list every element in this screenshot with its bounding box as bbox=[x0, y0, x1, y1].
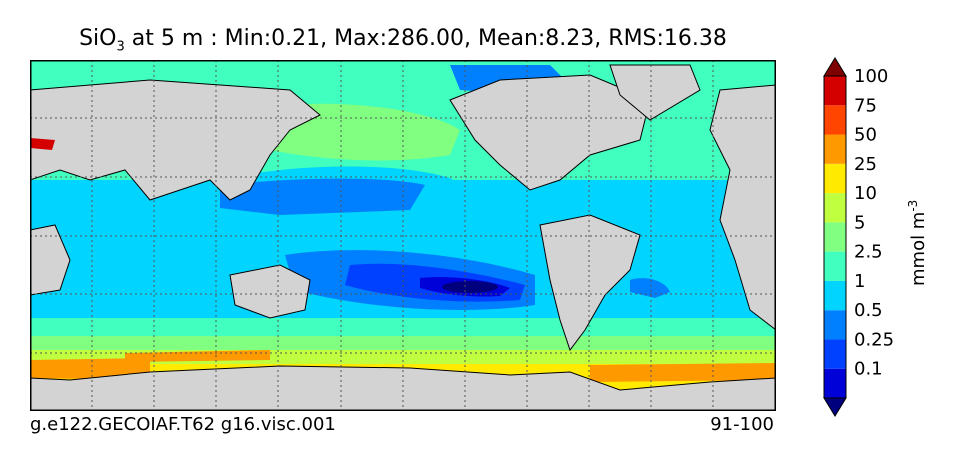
land-australia bbox=[229, 264, 311, 319]
colorbar-tick-label: 2.5 bbox=[854, 242, 883, 263]
land-red-inset bbox=[30, 138, 55, 150]
unit-text: mmol m bbox=[908, 211, 929, 286]
colorbar-swatches bbox=[823, 57, 847, 417]
contour-pacific-min bbox=[442, 281, 498, 293]
colorbar: 0.1 0.25 0.5 1 2.5 5 10 25 50 75 100 125 bbox=[823, 54, 894, 417]
title-variable: SiO bbox=[79, 26, 117, 51]
colorbar-swatch bbox=[824, 339, 846, 369]
colorbar-tick-label: 25 bbox=[854, 154, 877, 175]
colorbar-swatch bbox=[824, 222, 846, 252]
map-gridlines bbox=[30, 60, 776, 411]
ocean-band-south-2 bbox=[30, 336, 776, 352]
land-africa-west bbox=[30, 224, 71, 296]
title-stats: at 5 m : Min:0.21, Max:286.00, Mean:8.23… bbox=[124, 26, 727, 51]
colorbar-tick-label: 125 bbox=[854, 54, 888, 58]
colorbar-tick-label: 10 bbox=[854, 183, 877, 204]
land-north-america bbox=[449, 74, 651, 191]
colorbar-swatch bbox=[824, 105, 846, 135]
colorbar-unit-label: mmol m-3 bbox=[906, 200, 929, 286]
colorbar-swatch bbox=[824, 163, 846, 194]
colorbar-swatch bbox=[824, 134, 846, 164]
colorbar-tick-label: 75 bbox=[854, 95, 877, 116]
colorbar-tick-label: 0.1 bbox=[854, 359, 883, 380]
land-greenland bbox=[609, 64, 701, 121]
colorbar-tick-label: 5 bbox=[854, 212, 865, 233]
land-south-america bbox=[539, 214, 641, 352]
contour-pacific-blue-north bbox=[220, 178, 425, 215]
contour-pacific-north-green bbox=[270, 103, 460, 161]
unit-exponent: -3 bbox=[906, 199, 920, 212]
colorbar-swatch bbox=[824, 310, 846, 340]
colorbar-swatch bbox=[824, 251, 846, 281]
colorbar-outline bbox=[823, 75, 847, 399]
land-europe-africa-east bbox=[709, 84, 776, 331]
colorbar-extend-min bbox=[823, 397, 847, 417]
map-border bbox=[30, 60, 776, 411]
colorbar-swatch bbox=[824, 76, 846, 106]
colorbar-tick-label: 100 bbox=[854, 66, 888, 87]
colorbar-swatch bbox=[824, 193, 846, 223]
colorbar-extend-max bbox=[823, 57, 847, 77]
year-range: 91-100 bbox=[710, 414, 774, 435]
land-eurasia bbox=[30, 79, 321, 201]
colorbar-tick-label: 50 bbox=[854, 125, 877, 146]
colorbar-tick-label: 0.25 bbox=[854, 329, 894, 350]
plot-title: SiO3 at 5 m : Min:0.21, Max:286.00, Mean… bbox=[30, 26, 776, 54]
contour-southern-orange-right bbox=[590, 363, 776, 382]
colorbar-tick-label: 0.5 bbox=[854, 300, 883, 321]
land-antarctica bbox=[30, 365, 776, 411]
title-subscript: 3 bbox=[116, 39, 125, 55]
colorbar-swatch bbox=[824, 280, 846, 311]
contour-atlantic-blue bbox=[630, 278, 670, 298]
case-name: g.e122.GECOIAF.T62 g16.visc.001 bbox=[30, 414, 336, 435]
colorbar-ticks: 0.1 0.25 0.5 1 2.5 5 10 25 50 75 100 125 bbox=[854, 54, 894, 380]
ocean-map bbox=[30, 60, 776, 411]
colorbar-tick-label: 1 bbox=[854, 271, 865, 292]
colorbar-swatch bbox=[824, 368, 846, 398]
